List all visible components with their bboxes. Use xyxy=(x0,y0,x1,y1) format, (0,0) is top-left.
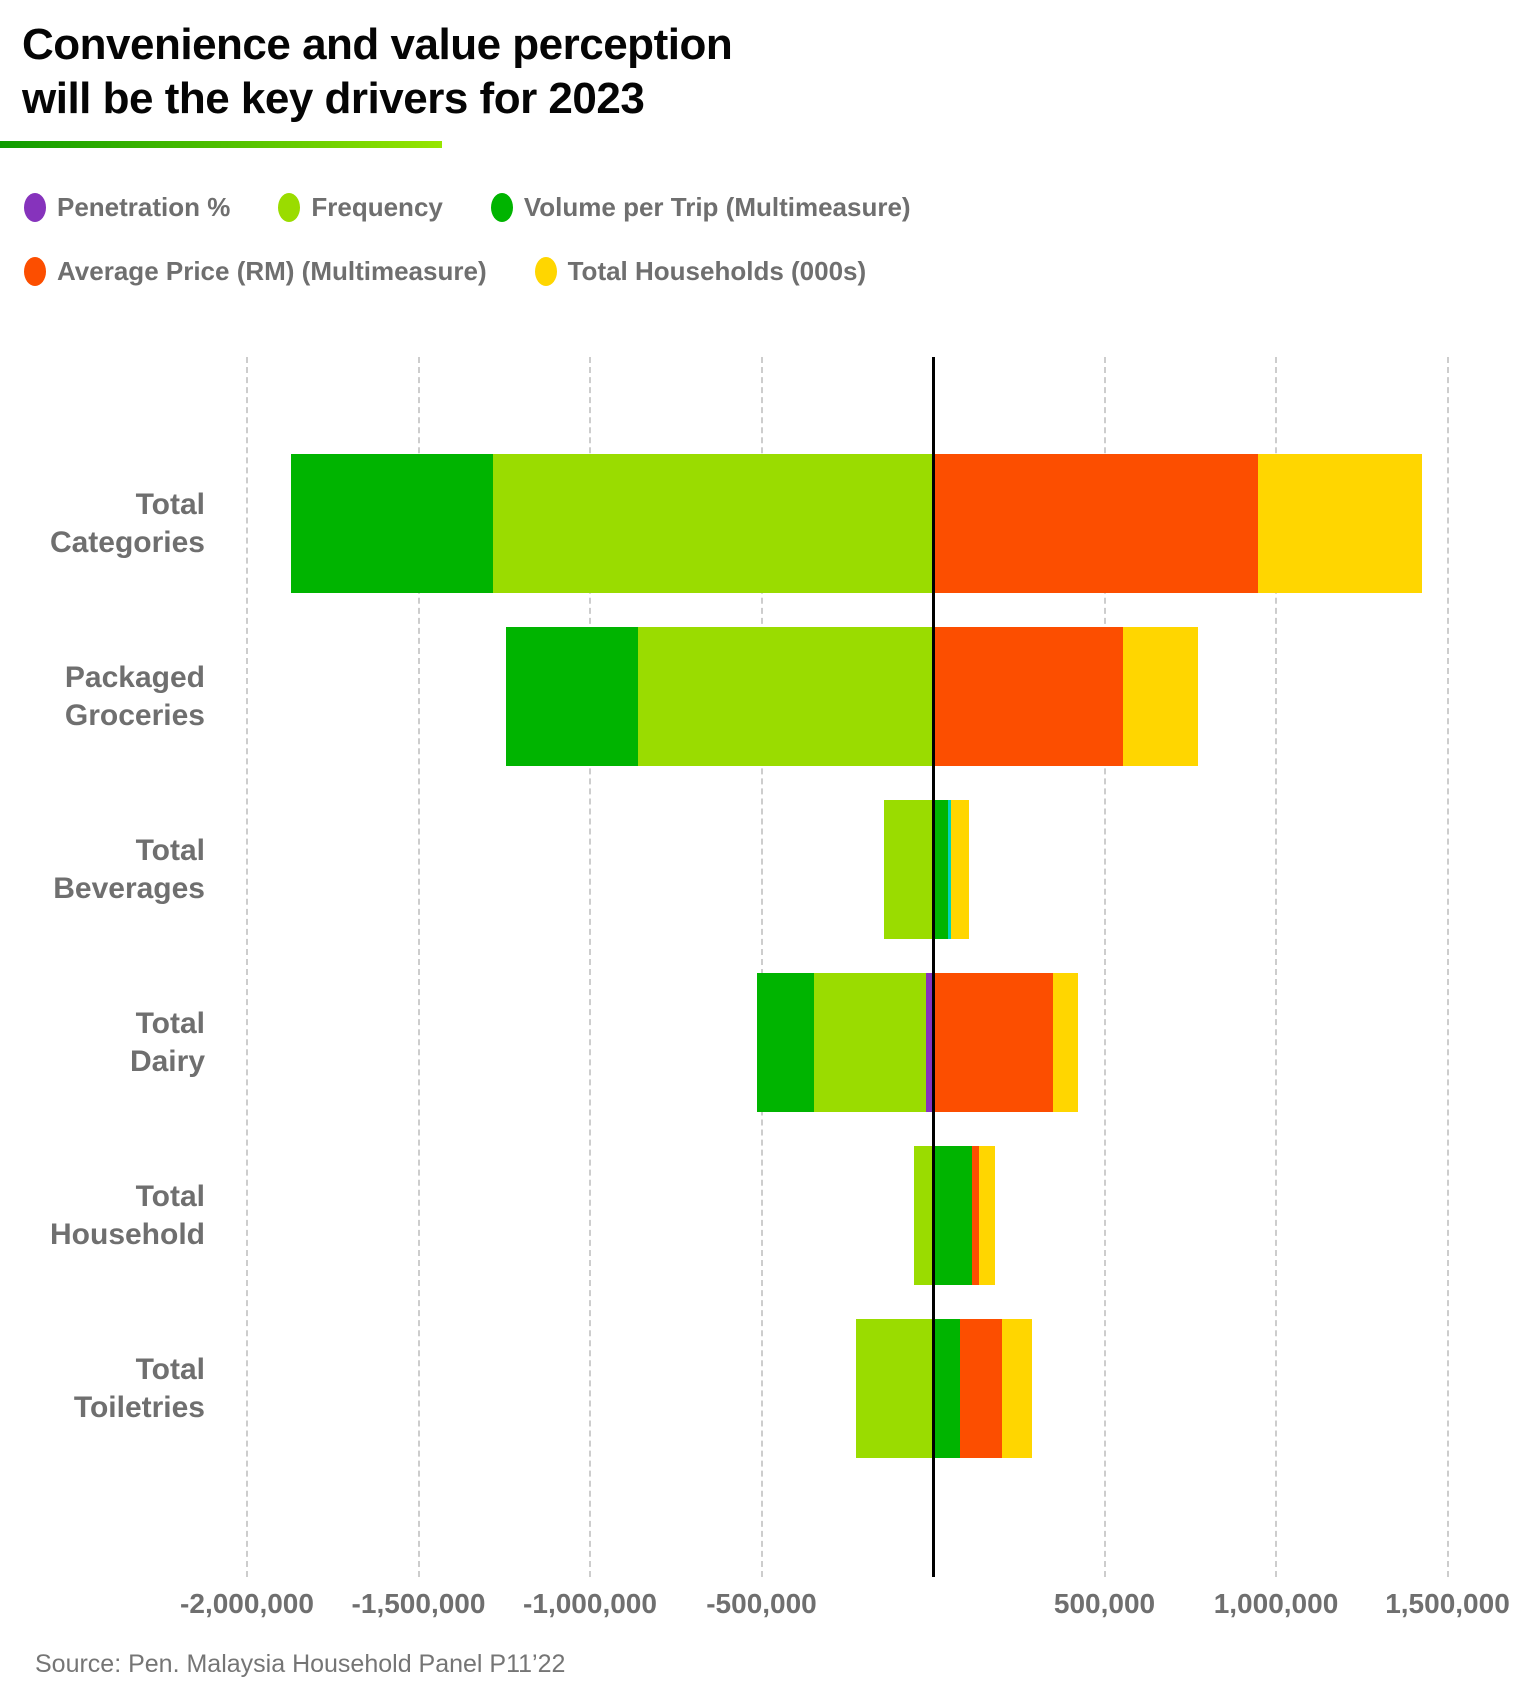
legend-label-total-households: Total Households (000s) xyxy=(567,255,867,286)
title-line-1: Convenience and value perception xyxy=(22,20,733,69)
bar-segment[interactable] xyxy=(290,454,493,593)
bar-segment[interactable] xyxy=(933,627,1123,766)
bar-segment[interactable] xyxy=(933,973,1053,1112)
legend-label-volume-per-trip: Volume per Trip (Multimeasure) xyxy=(523,191,911,222)
bar-segment[interactable] xyxy=(972,1146,979,1285)
legend-row-2: Average Price (RM) (Multimeasure) Total … xyxy=(24,250,1524,292)
total-households-swatch-icon xyxy=(534,256,557,286)
bar-segment[interactable] xyxy=(756,973,814,1112)
gridline xyxy=(417,357,420,1577)
zero-axis-line xyxy=(931,357,935,1577)
legend-item-volume-per-trip[interactable]: Volume per Trip (Multimeasure) xyxy=(490,191,911,223)
gridline xyxy=(589,357,591,1577)
gridline xyxy=(246,357,248,1577)
bar-segment[interactable] xyxy=(947,800,951,939)
gridline xyxy=(1275,357,1277,1577)
frequency-swatch-icon xyxy=(278,192,301,222)
legend-item-penetration[interactable]: Penetration % xyxy=(24,192,230,223)
bar-segment[interactable] xyxy=(1052,973,1079,1112)
source-note: Source: Pen. Malaysia Household Panel P1… xyxy=(35,1650,566,1678)
legend-item-average-price[interactable]: Average Price (RM) (Multimeasure) xyxy=(24,256,487,287)
x-tick-label: -1,000,000 xyxy=(523,1588,657,1619)
bar-segment[interactable] xyxy=(933,800,948,939)
bar-segment[interactable] xyxy=(960,1319,1002,1458)
bar-segment[interactable] xyxy=(855,1319,933,1458)
page-title: Convenience and value perception will be … xyxy=(22,18,733,125)
bar-segment[interactable] xyxy=(926,973,933,1112)
gridline xyxy=(1103,357,1106,1577)
legend-label-frequency: Frequency xyxy=(311,191,443,222)
category-label: Total Beverages xyxy=(53,834,205,905)
x-tick-label: -1,500,000 xyxy=(351,1588,486,1619)
bar-segment[interactable] xyxy=(638,627,933,766)
category-label: Total Household xyxy=(50,1180,205,1251)
legend-label-penetration: Penetration % xyxy=(57,191,231,222)
bar-segment[interactable] xyxy=(933,454,1258,593)
bar-segment[interactable] xyxy=(933,1319,961,1458)
bar-segment[interactable] xyxy=(492,454,933,593)
bar-segment[interactable] xyxy=(883,800,933,939)
x-tick-label: 500,000 xyxy=(1053,1588,1156,1619)
bar-segment[interactable] xyxy=(505,627,639,766)
bar-segment[interactable] xyxy=(813,973,927,1112)
bar-segment[interactable] xyxy=(978,1146,995,1285)
bar-segment[interactable] xyxy=(950,800,969,939)
bar-segment[interactable] xyxy=(913,1146,933,1285)
bar-segment[interactable] xyxy=(1001,1319,1032,1458)
penetration-swatch-icon xyxy=(24,192,46,222)
category-label: Packaged Groceries xyxy=(64,661,205,732)
gridline xyxy=(1446,357,1449,1577)
bar-segment[interactable] xyxy=(1257,454,1423,593)
chart-legend: Penetration % Frequency Volume per Trip … xyxy=(24,186,1524,314)
average-price-swatch-icon xyxy=(24,256,46,286)
volume-per-trip-swatch-icon xyxy=(490,192,513,222)
x-tick-label: -2,000,000 xyxy=(180,1588,314,1619)
category-label: Total Toiletries xyxy=(73,1353,205,1424)
bar-segment[interactable] xyxy=(933,1146,973,1285)
x-tick-label: 1,000,000 xyxy=(1213,1588,1339,1619)
title-line-2: will be the key drivers for 2023 xyxy=(22,73,645,123)
legend-item-frequency[interactable]: Frequency xyxy=(278,192,443,223)
legend-label-average-price: Average Price (RM) (Multimeasure) xyxy=(57,255,487,286)
legend-item-total-households[interactable]: Total Households (000s) xyxy=(534,255,867,287)
legend-row-1: Penetration % Frequency Volume per Trip … xyxy=(24,186,1524,228)
x-tick-label: -500,000 xyxy=(706,1588,817,1619)
category-label: Total Dairy xyxy=(129,1007,205,1078)
category-label: Total Categories xyxy=(49,488,205,559)
gridline xyxy=(760,357,763,1577)
x-tick-label: 1,500,000 xyxy=(1385,1588,1510,1619)
title-underline xyxy=(0,141,442,148)
bar-segment[interactable] xyxy=(1122,627,1198,766)
